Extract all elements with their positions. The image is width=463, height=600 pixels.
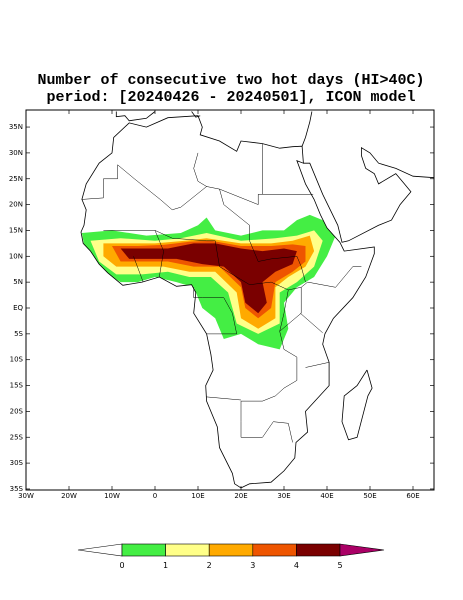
y-tick-label: 10S (10, 356, 24, 364)
x-tick-label: 30W (18, 492, 34, 500)
hot-day-field (81, 214, 336, 350)
colorbar-label: 1 (163, 561, 168, 570)
x-tick-label: 0 (153, 492, 157, 500)
y-tick-label: 35N (9, 123, 23, 131)
border (300, 313, 323, 333)
colorbar-over (339, 543, 385, 557)
border (81, 164, 118, 200)
coastline (115, 111, 156, 122)
colorbar-under (77, 543, 123, 557)
border (117, 164, 314, 211)
x-tick-label: 40E (320, 492, 333, 500)
coastline (341, 369, 373, 441)
x-tick-label: 30E (277, 492, 290, 500)
y-tick-label: 35S (10, 485, 24, 493)
x-tick-label: 20W (61, 492, 77, 500)
colorbar-box (121, 543, 166, 557)
border (240, 289, 298, 443)
title-line-1: Number of consecutive two hot days (HI>4… (37, 72, 424, 89)
y-tick-label: 5S (14, 330, 23, 338)
colorbar-box (165, 543, 210, 557)
colorbar-label: 0 (119, 561, 124, 570)
coastline (191, 111, 201, 118)
border (193, 152, 207, 187)
y-tick-label: 10N (9, 252, 23, 260)
y-tick-label: 20S (10, 407, 24, 415)
x-tick-label: 60E (406, 492, 419, 500)
colorbar-box (208, 543, 254, 557)
colorbar-label: 2 (207, 561, 212, 570)
border (206, 396, 242, 401)
colorbar-box (252, 543, 297, 557)
hot-day-area (120, 243, 297, 314)
y-tick-label: 5N (13, 278, 23, 286)
x-tick-label: 50E (363, 492, 376, 500)
border (219, 189, 306, 283)
x-tick-label: 20E (234, 492, 247, 500)
map-frame (25, 109, 435, 491)
title-line-2: period: [20240426 - 20240501], ICON mode… (46, 89, 415, 106)
x-tick-label: 10W (104, 492, 120, 500)
y-tick-label: EQ (13, 304, 23, 312)
coastline (301, 111, 313, 147)
y-tick-label: 25N (9, 175, 23, 183)
border (305, 362, 330, 368)
colorbar-label: 5 (337, 561, 342, 570)
colorbar-label: 3 (250, 561, 255, 570)
border (279, 287, 302, 332)
y-tick-label: 15S (10, 382, 24, 390)
y-tick-label: 30N (9, 149, 23, 157)
border (154, 230, 164, 278)
y-tick-label: 30S (10, 459, 24, 467)
land-layer (80, 111, 435, 489)
coastline (303, 146, 435, 243)
border (133, 256, 144, 282)
colorbar-label: 4 (294, 561, 299, 570)
border (103, 230, 362, 291)
colorbar-box (296, 543, 341, 557)
border (193, 287, 238, 335)
y-tick-label: 25S (10, 433, 24, 441)
x-tick-label: 10E (191, 492, 204, 500)
y-tick-label: 20N (9, 201, 23, 209)
y-tick-label: 15N (9, 226, 23, 234)
